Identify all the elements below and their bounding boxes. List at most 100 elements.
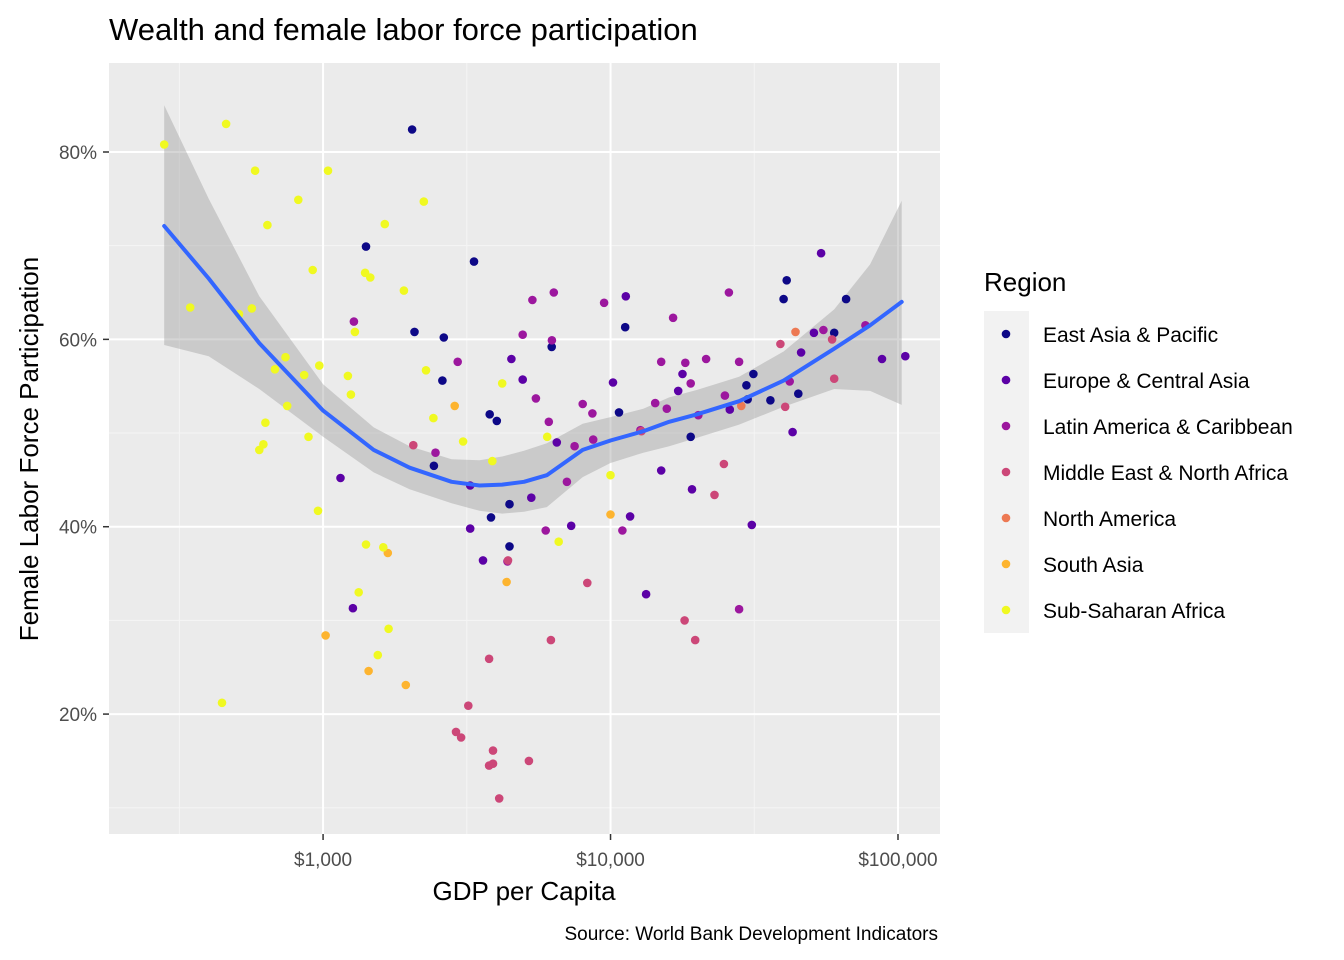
data-point [247, 304, 257, 313]
data-point [409, 440, 418, 450]
legend-entry-label: Middle East & North Africa [1043, 462, 1288, 485]
data-point [453, 357, 463, 367]
data-point [343, 371, 353, 381]
data-point [346, 390, 356, 399]
data-point [701, 354, 711, 364]
x-tick-label: $1,000 [294, 850, 352, 871]
data-point [159, 140, 169, 149]
legend-entry-label: South Asia [1043, 554, 1144, 577]
data-point [304, 432, 313, 442]
data-point [321, 631, 330, 640]
data-point [507, 354, 516, 364]
data-point [308, 265, 318, 275]
data-point [583, 578, 592, 588]
data-point [421, 366, 431, 375]
data-point [429, 461, 439, 471]
data-point [809, 328, 819, 338]
data-point [313, 506, 323, 516]
data-point [662, 404, 672, 414]
legend-title: Region [984, 267, 1066, 297]
data-point [399, 286, 409, 295]
data-point [606, 510, 615, 519]
data-point [221, 119, 231, 129]
data-point [668, 313, 678, 323]
data-point [524, 756, 534, 766]
data-point [791, 327, 800, 337]
data-point [725, 405, 735, 414]
data-point [690, 635, 700, 645]
confidence-band [164, 105, 902, 514]
data-point [299, 370, 309, 380]
data-point [720, 391, 730, 400]
data-point [488, 456, 497, 466]
data-point [505, 499, 514, 509]
data-point [505, 542, 514, 551]
data-point [294, 195, 303, 205]
data-point [566, 521, 576, 531]
data-point [625, 512, 635, 521]
data-point [541, 526, 550, 535]
data-point [734, 604, 744, 614]
data-point [686, 379, 695, 388]
data-point [788, 427, 797, 437]
data-point [336, 473, 345, 483]
data-point [485, 410, 495, 419]
data-point [497, 379, 507, 388]
data-point [282, 401, 292, 411]
data-point [780, 402, 790, 412]
data-point [841, 294, 851, 304]
data-point [527, 493, 536, 503]
data-point [503, 556, 513, 565]
legend-key-swatch [1001, 467, 1011, 477]
data-point [456, 733, 466, 742]
data-point [608, 378, 618, 387]
data-point [439, 333, 449, 342]
data-point [478, 556, 488, 565]
data-point [259, 440, 268, 449]
data-point [217, 698, 227, 708]
data-point [776, 339, 785, 349]
data-point [429, 413, 438, 423]
data-point [673, 386, 683, 396]
data-point [734, 357, 744, 367]
legend-key-swatch [1001, 375, 1011, 385]
data-point [621, 292, 631, 301]
data-point [349, 317, 359, 326]
data-point [263, 220, 272, 230]
data-point [650, 398, 660, 408]
data-point [379, 543, 388, 552]
data-point [782, 276, 791, 285]
data-point [578, 399, 587, 409]
data-point [686, 432, 695, 442]
x-tick-label: $10,000 [576, 850, 645, 871]
trend-line [162, 224, 904, 488]
data-point [829, 374, 839, 384]
data-point [599, 298, 609, 308]
legend-entry-label: Europe & Central Asia [1043, 370, 1250, 393]
data-point [451, 727, 461, 737]
legend-key-swatch [1001, 559, 1011, 569]
data-point [766, 396, 775, 405]
data-point [737, 401, 746, 411]
data-point [544, 417, 554, 427]
major-gridlines [109, 63, 940, 834]
data-point [518, 330, 527, 340]
data-point [323, 166, 333, 175]
chart-caption: Source: World Bank Development Indicator… [565, 924, 939, 945]
y-axis-title: Female Labor Force Participation [14, 257, 44, 641]
y-tick-label: 80% [59, 143, 97, 164]
data-point [552, 438, 562, 447]
legend-key-swatch [1001, 513, 1011, 523]
data-point [431, 448, 440, 458]
legend-entries: East Asia & Pacific Europe & Central Asia… [1001, 324, 1293, 623]
data-point [681, 358, 690, 368]
x-axis-ticks: $1,000 $10,000 $100,000 [294, 834, 938, 871]
confidence-band-layer [164, 105, 902, 514]
series-north-america [737, 327, 800, 411]
data-point [710, 490, 719, 500]
data-point [450, 401, 460, 411]
y-axis-ticks: 20% 40% 60% 80% [59, 143, 109, 726]
data-points-layer [159, 119, 910, 803]
legend-key-swatch [1001, 421, 1011, 431]
